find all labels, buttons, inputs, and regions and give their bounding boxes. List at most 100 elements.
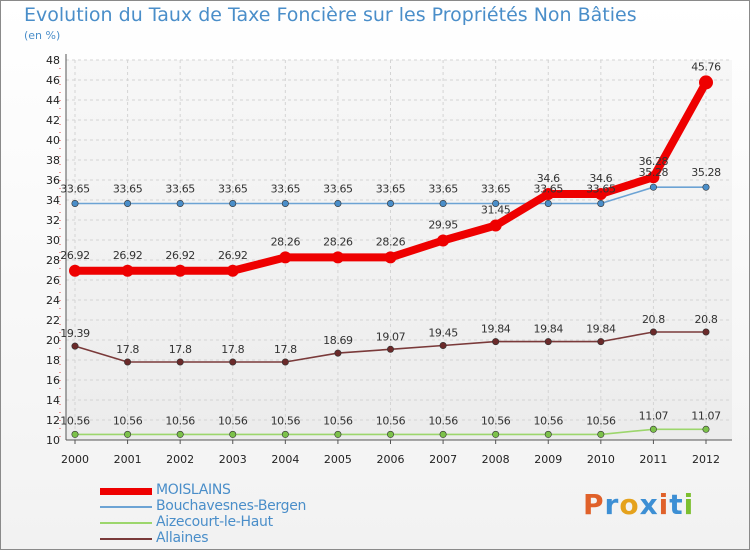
data-label: 33.65 xyxy=(376,183,406,196)
data-label: 33.65 xyxy=(271,183,301,196)
y-tick-label: 30 xyxy=(46,234,60,247)
data-point xyxy=(544,200,552,208)
data-label: 10.56 xyxy=(271,414,301,427)
x-tick-label: 2012 xyxy=(692,453,720,466)
data-label: 33.65 xyxy=(534,183,564,196)
data-point xyxy=(334,349,342,357)
legend-swatch xyxy=(100,487,152,495)
data-label: 10.56 xyxy=(165,414,195,427)
data-point xyxy=(386,200,394,208)
data-point xyxy=(69,264,81,277)
x-tick-label: 2005 xyxy=(324,453,352,466)
y-tick-label: 36 xyxy=(46,174,60,187)
data-point xyxy=(279,251,292,264)
y-tick-label: 34 xyxy=(46,194,60,207)
data-point xyxy=(702,425,710,433)
data-label: 20.8 xyxy=(695,313,718,326)
data-label: 11.07 xyxy=(639,409,669,422)
legend-item: Bouchavesnes-Bergen xyxy=(100,498,400,515)
data-label: 10.56 xyxy=(586,414,616,427)
data-label: 34.6 xyxy=(589,172,612,185)
y-tick-label: 10 xyxy=(46,434,60,447)
y-tick-label: 16 xyxy=(46,374,60,387)
y-tick-label: 12 xyxy=(46,414,60,427)
data-label: 33.65 xyxy=(60,183,90,196)
logo-letter: t xyxy=(669,488,684,521)
data-label: 10.56 xyxy=(481,414,511,427)
data-point xyxy=(334,200,342,208)
data-label: 34.6 xyxy=(537,172,560,185)
data-label: 33.65 xyxy=(481,183,511,196)
data-label: 45.76 xyxy=(691,60,721,73)
data-label: 26.92 xyxy=(60,249,90,262)
x-tick-label: 2010 xyxy=(587,453,615,466)
legend-label: MOISLAINS xyxy=(156,482,231,498)
y-tick-label: 22 xyxy=(46,314,60,327)
data-label: 26.92 xyxy=(218,249,248,262)
y-tick-label: 32 xyxy=(46,214,60,227)
data-point xyxy=(176,430,184,438)
x-tick-label: 2004 xyxy=(271,453,299,466)
data-point xyxy=(226,264,239,277)
data-point xyxy=(229,200,237,208)
data-label: 19.84 xyxy=(481,323,511,336)
data-label: 26.92 xyxy=(165,249,195,262)
data-label: 33.65 xyxy=(113,183,143,196)
y-tick-label: 24 xyxy=(46,294,60,307)
y-tick-label: 20 xyxy=(46,334,60,347)
chart-subtitle: (en %) xyxy=(24,29,61,42)
y-tick-label: 44 xyxy=(46,94,60,107)
logo-letter: P xyxy=(583,488,605,521)
data-point xyxy=(334,430,342,438)
data-point xyxy=(384,251,397,264)
x-tick-label: 2000 xyxy=(61,453,89,466)
series-group xyxy=(69,75,713,438)
data-label: 10.56 xyxy=(323,414,353,427)
data-label: 26.92 xyxy=(113,249,143,262)
data-point xyxy=(71,200,79,208)
legend-label: Bouchavesnes-Bergen xyxy=(156,498,307,514)
data-label: 31.45 xyxy=(481,204,511,217)
y-tick-label: 26 xyxy=(46,274,60,287)
x-tick-label: 2006 xyxy=(377,453,405,466)
legend-item: Aizecourt-le-Haut xyxy=(100,514,400,531)
data-label: 19.39 xyxy=(60,327,90,340)
data-point xyxy=(544,430,552,438)
data-point xyxy=(649,183,657,191)
y-tick-label: 40 xyxy=(46,134,60,147)
data-point xyxy=(121,264,134,277)
data-point xyxy=(281,358,289,366)
data-point xyxy=(492,338,500,346)
x-tick-label: 2008 xyxy=(482,453,510,466)
x-tick-label: 2003 xyxy=(219,453,247,466)
x-tick-label: 2011 xyxy=(639,453,667,466)
data-point xyxy=(281,430,289,438)
logo-letter: i xyxy=(683,488,695,521)
data-point xyxy=(229,430,237,438)
proxiti-logo: Proxiti xyxy=(583,488,694,521)
data-point xyxy=(176,200,184,208)
logo-letter: x xyxy=(639,488,659,521)
data-label: 33.65 xyxy=(323,183,353,196)
y-tick-label: 14 xyxy=(46,394,60,407)
data-label: 33.65 xyxy=(586,183,616,196)
data-point xyxy=(492,200,500,208)
x-tick-label: 2009 xyxy=(534,453,562,466)
data-point xyxy=(176,358,184,366)
data-label: 28.26 xyxy=(376,235,406,248)
data-point xyxy=(124,358,132,366)
logo-letter: i xyxy=(658,488,670,521)
data-label: 28.26 xyxy=(271,235,301,248)
data-label: 19.84 xyxy=(534,323,564,336)
data-point xyxy=(439,200,447,208)
data-point xyxy=(437,234,450,247)
data-point xyxy=(542,188,555,200)
data-label: 10.56 xyxy=(218,414,248,427)
legend-item: MOISLAINS xyxy=(100,482,400,499)
data-point xyxy=(386,345,394,353)
axes: 10 12 14 16 18 20 22 24 26 28 30 32 34 36 38 40 42 44 46 48… xyxy=(46,54,732,466)
data-point xyxy=(229,358,237,366)
y-tick-label: 38 xyxy=(46,154,60,167)
data-point xyxy=(647,171,660,184)
data-label: 17.8 xyxy=(169,343,192,356)
